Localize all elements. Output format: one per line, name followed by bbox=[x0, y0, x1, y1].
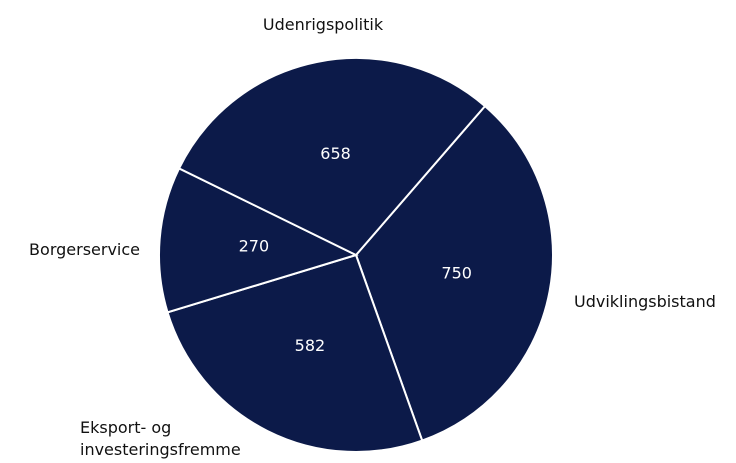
value-label: 582 bbox=[295, 336, 326, 355]
pie-slice bbox=[354, 104, 554, 442]
value-label: 658 bbox=[320, 144, 351, 163]
value-label: 270 bbox=[239, 236, 270, 255]
category-label: Eksport- og investeringsfremme bbox=[80, 418, 241, 459]
category-label: Udenrigspolitik bbox=[262, 15, 384, 34]
category-label: Borgerservice bbox=[29, 240, 140, 259]
pie-slice bbox=[158, 167, 359, 314]
category-label: Udviklingsbistand bbox=[574, 292, 716, 311]
pie-slice bbox=[166, 253, 424, 453]
pie-slice bbox=[177, 57, 487, 257]
value-label: 750 bbox=[441, 263, 472, 282]
